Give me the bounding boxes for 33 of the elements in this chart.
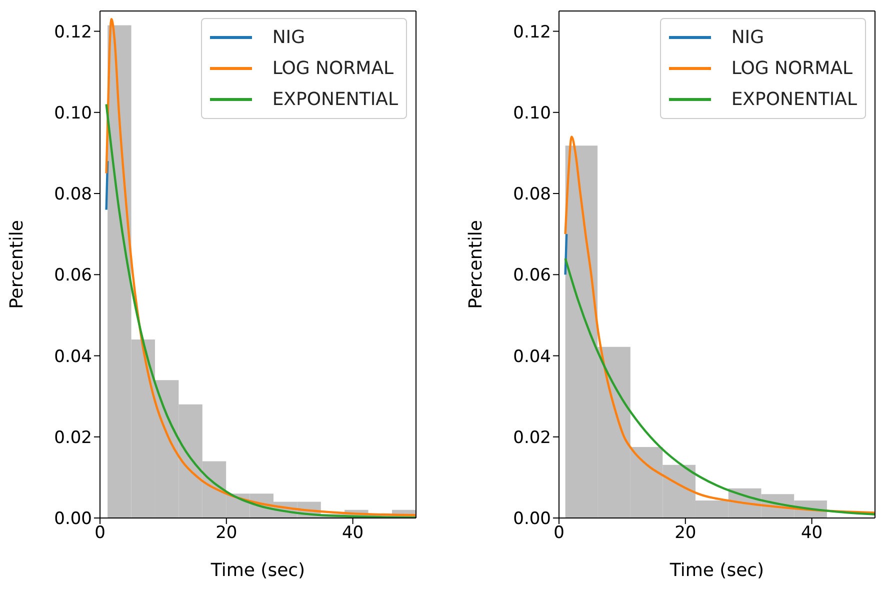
y-tick-label: 0.04 xyxy=(513,346,551,367)
legend-label: NIG xyxy=(731,26,764,50)
x-tick-label: 20 xyxy=(674,523,696,544)
y-axis-title: Percentile xyxy=(465,220,486,309)
x-tick-label: 0 xyxy=(554,523,564,544)
x-tick-label: 20 xyxy=(216,523,238,544)
x-tick-label: 40 xyxy=(800,523,823,544)
y-tick-label: 0.02 xyxy=(513,428,551,448)
y-tick-label: 0.00 xyxy=(54,509,92,530)
legend-label: LOG NORMAL xyxy=(272,57,394,81)
legend-label: EXPONENTIAL xyxy=(731,88,857,112)
x-axis-title: Time (sec) xyxy=(210,560,306,581)
y-tick-label: 0.10 xyxy=(513,103,551,124)
x-tick-label: 40 xyxy=(342,523,364,544)
y-tick-label: 0.06 xyxy=(54,266,92,286)
x-tick-label: 0 xyxy=(94,523,106,544)
y-tick-label: 0.08 xyxy=(54,184,92,205)
y-tick-label: 0.10 xyxy=(54,103,92,124)
line-series xyxy=(564,136,875,514)
legend-label: EXPONENTIAL xyxy=(272,88,398,112)
legend-label: LOG NORMAL xyxy=(731,57,853,81)
legend-label: NIG xyxy=(272,26,306,50)
y-tick-label: 0.06 xyxy=(513,266,551,286)
y-axis-title: Percentile xyxy=(6,220,28,309)
y-tick-label: 0.12 xyxy=(54,22,92,42)
y-tick-label: 0.04 xyxy=(54,346,92,367)
y-tick-label: 0.08 xyxy=(513,184,551,205)
line-series xyxy=(564,257,875,516)
y-tick-label: 0.00 xyxy=(513,509,551,530)
x-axis-title: Time (sec) xyxy=(668,560,764,581)
y-tick-label: 0.12 xyxy=(513,22,551,42)
line-series xyxy=(105,18,416,516)
y-tick-label: 0.02 xyxy=(54,428,92,448)
